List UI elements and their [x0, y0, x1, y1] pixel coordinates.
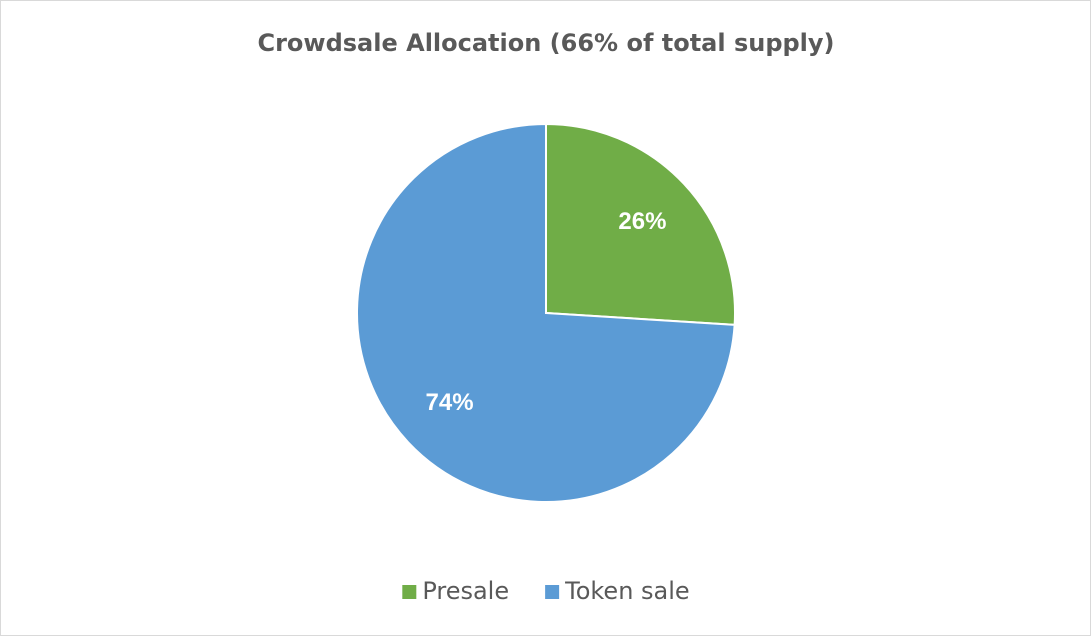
legend: Presale Token sale [402, 577, 690, 605]
legend-swatch [402, 585, 417, 599]
chart-title: Crowdsale Allocation (66% of total suppl… [257, 29, 834, 57]
pie: 26% 74% [356, 122, 736, 503]
pie-slice [356, 122, 736, 503]
value-label: 74% [426, 389, 474, 416]
pie-slice [545, 122, 736, 326]
legend-label: Presale [422, 577, 509, 605]
legend-label: Token sale [564, 577, 690, 605]
value-label: 26% [618, 208, 666, 235]
legend-swatch [545, 585, 560, 599]
